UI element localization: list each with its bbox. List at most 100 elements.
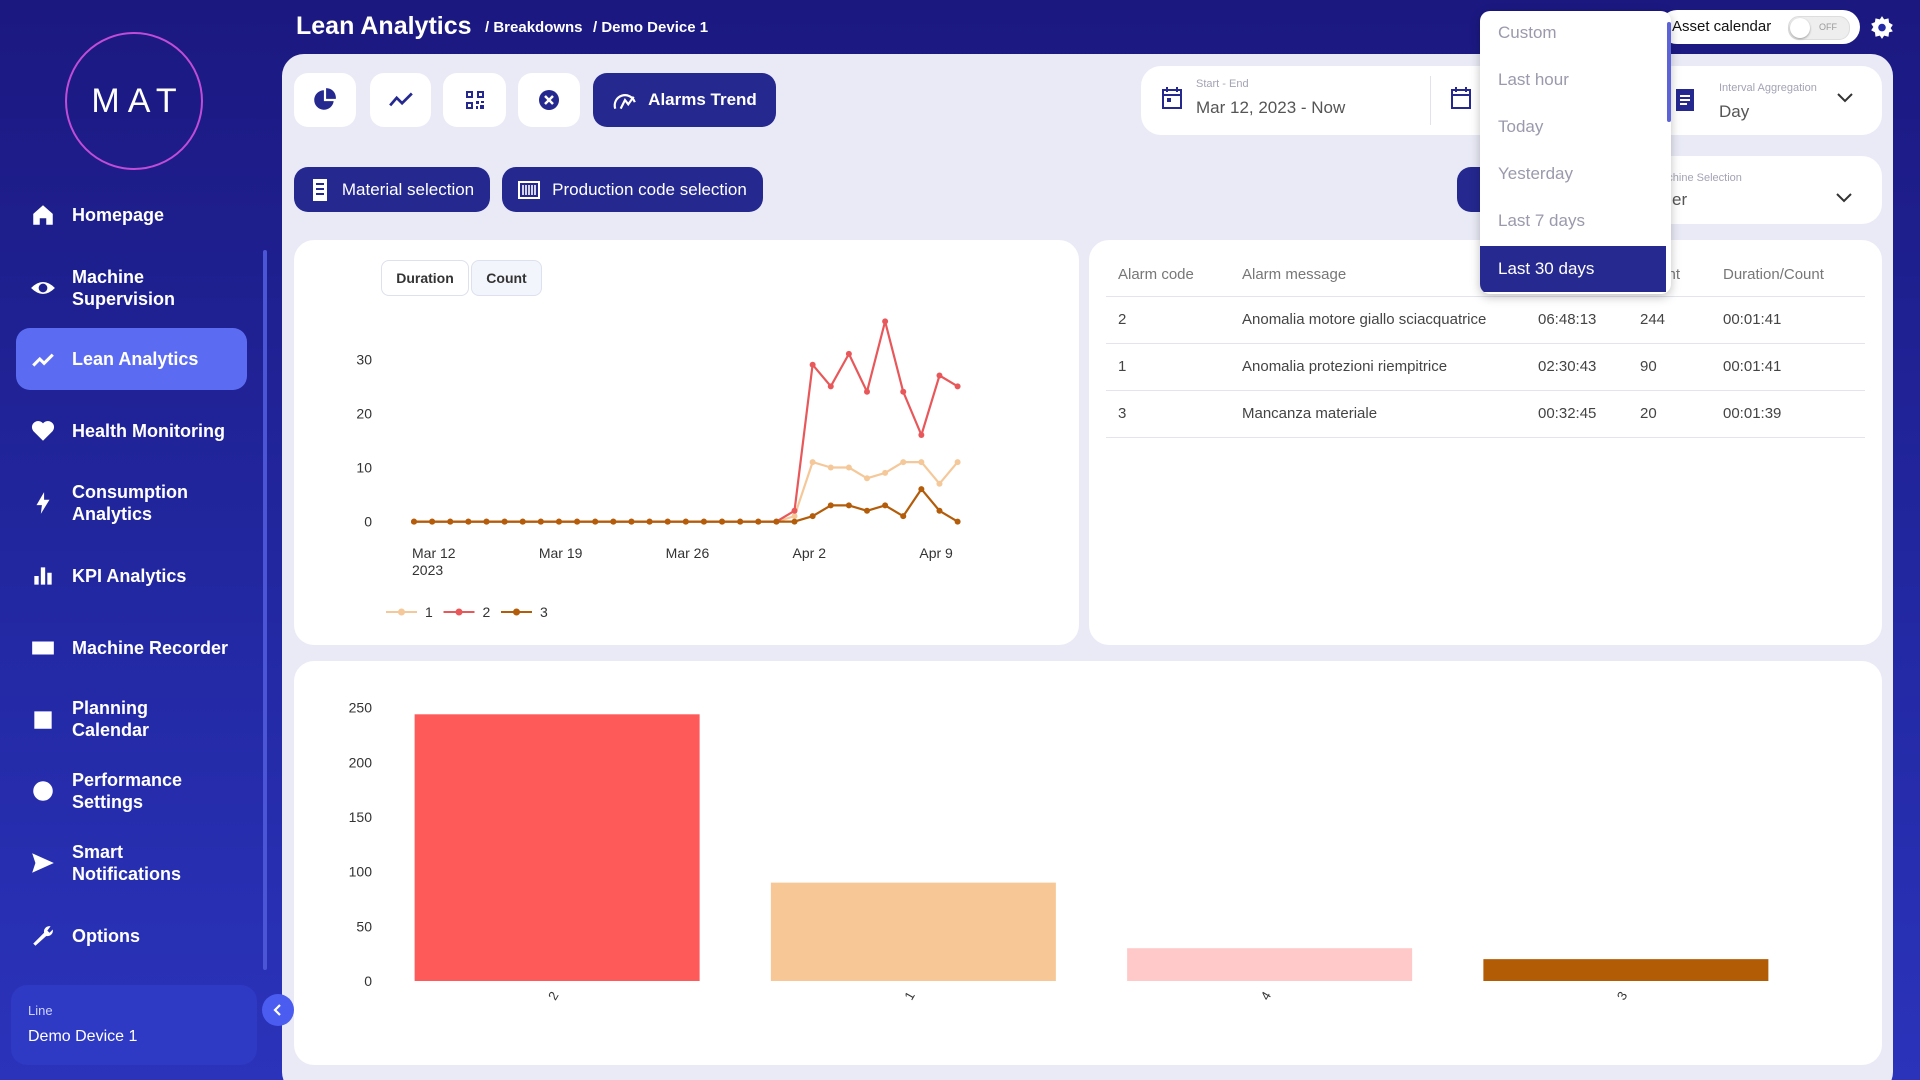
- x-tick-label: Apr 9: [919, 545, 953, 561]
- nav-item[interactable]: Performance Settings: [16, 760, 247, 822]
- dropdown-option[interactable]: Today: [1498, 117, 1544, 136]
- nav-item[interactable]: Health Monitoring: [16, 400, 247, 462]
- line-view-button[interactable]: [370, 73, 431, 127]
- material-selection-button[interactable]: Material selection: [294, 167, 490, 212]
- bar: [1483, 959, 1769, 981]
- machine-label: Machine Selection: [1652, 172, 1742, 184]
- data-point: [845, 502, 852, 509]
- table-cell: 00:01:41: [1723, 358, 1782, 375]
- legend-label: 1: [425, 604, 433, 620]
- data-point: [429, 518, 436, 525]
- legend-label: 3: [540, 604, 548, 620]
- breadcrumb[interactable]: / Demo Device 1: [593, 19, 709, 36]
- data-point: [882, 318, 889, 325]
- y-tick-label: 0: [364, 514, 372, 530]
- nav-icon-shape: [34, 711, 52, 729]
- dropdown-option[interactable]: Last 7 days: [1498, 211, 1585, 230]
- close-view-button[interactable]: [518, 73, 580, 127]
- nav-label: Homepage: [72, 205, 165, 225]
- data-point: [501, 518, 508, 525]
- bar: [770, 882, 1056, 981]
- table-cell: Anomalia protezioni riempitrice: [1242, 358, 1448, 375]
- nav-label: Planning Calendar: [72, 698, 150, 740]
- material-selection-label: Material selection: [341, 179, 475, 199]
- calendar-icon[interactable]: [1450, 86, 1472, 110]
- mode-button[interactable]: Duration: [381, 260, 469, 296]
- dropdown-option[interactable]: Custom: [1498, 23, 1557, 42]
- toggle-text: OFF: [1819, 22, 1837, 32]
- nav-item[interactable]: Planning Calendar: [16, 688, 247, 750]
- dropdown-option[interactable]: Last 30 days: [1480, 246, 1666, 292]
- machine-value[interactable]: er: [1672, 190, 1688, 209]
- data-point: [900, 388, 907, 395]
- dropdown-scrollbar: [1667, 22, 1671, 122]
- table-cell: 06:48:13: [1538, 311, 1597, 328]
- interval-value[interactable]: Day: [1719, 102, 1750, 121]
- data-point: [519, 518, 526, 525]
- line-value: Demo Device 1: [28, 1028, 138, 1045]
- y-tick-label: 0: [364, 973, 372, 989]
- alarms-trend-button[interactable]: Alarms Trend: [593, 73, 776, 127]
- nav-icon: [36, 492, 50, 514]
- dropdown-option[interactable]: Last hour: [1498, 70, 1569, 89]
- nav-icon-shape: [32, 353, 54, 367]
- bar: [1127, 948, 1413, 981]
- nav-item[interactable]: Options: [16, 905, 247, 967]
- x-tick-label: Apr 2: [792, 545, 826, 561]
- mode-button[interactable]: Count: [471, 260, 542, 296]
- data-point: [555, 518, 562, 525]
- nav-icon: [32, 353, 54, 367]
- x-tick-label: 3: [1614, 989, 1631, 1003]
- table-cell: Mancanza materiale: [1242, 405, 1378, 422]
- production-code-button[interactable]: Production code selection: [502, 167, 763, 212]
- dropdown-option[interactable]: Yesterday: [1498, 164, 1573, 183]
- x-tick-label: 4: [1257, 989, 1274, 1003]
- nav-label: KPI Analytics: [72, 566, 187, 586]
- date-label: Start - End: [1196, 78, 1249, 90]
- pie-icon: [314, 88, 336, 110]
- qr-view-button[interactable]: [443, 73, 506, 127]
- breadcrumb[interactable]: / Breakdowns: [485, 19, 583, 36]
- chevron[interactable]: [1836, 92, 1854, 104]
- nav-item[interactable]: KPI Analytics: [16, 545, 247, 607]
- nav-icon: [33, 781, 53, 801]
- table-cell: 244: [1640, 311, 1666, 328]
- table-cell: 00:01:39: [1723, 405, 1782, 422]
- table-cell: 2: [1118, 311, 1127, 328]
- data-point: [900, 513, 907, 520]
- nav-item[interactable]: Smart Notifications: [16, 832, 247, 894]
- nav-item[interactable]: Machine Supervision: [16, 257, 247, 319]
- nav-icon: [34, 567, 52, 585]
- nav-item[interactable]: Machine Recorder: [16, 617, 247, 679]
- data-point: [755, 518, 762, 525]
- x-tick-label: Mar 26: [665, 545, 710, 561]
- data-point: [827, 383, 834, 390]
- y-tick-label: 250: [349, 700, 373, 716]
- calendar-icon[interactable]: [1161, 86, 1183, 110]
- data-point: [737, 518, 744, 525]
- nav-item[interactable]: Homepage: [16, 184, 247, 246]
- collapse-button[interactable]: [262, 994, 294, 1026]
- data-point: [954, 459, 961, 466]
- table-cell: 1: [1118, 358, 1127, 375]
- data-point: [791, 518, 798, 525]
- nav-item[interactable]: Consumption Analytics: [16, 472, 247, 534]
- x-tick-label: 2: [545, 989, 562, 1003]
- data-point: [791, 507, 798, 514]
- nav-item[interactable]: Lean Analytics: [16, 328, 247, 390]
- nav-icon-shape: [34, 567, 52, 585]
- chevron[interactable]: [1835, 192, 1853, 204]
- settings-icon[interactable]: [1869, 14, 1895, 40]
- table-cell: 02:30:43: [1538, 358, 1597, 375]
- pie-view-button[interactable]: [294, 73, 356, 127]
- legend-dot: [455, 608, 463, 616]
- series-line: [414, 461, 959, 523]
- y-tick-label: 200: [349, 754, 373, 770]
- nav-icon-shape: [31, 282, 55, 294]
- data-point: [465, 518, 472, 525]
- date-value[interactable]: Mar 12, 2023 - Now: [1196, 98, 1346, 117]
- y-tick-label: 20: [356, 405, 372, 421]
- data-point: [954, 518, 961, 525]
- toggle[interactable]: OFF: [1788, 16, 1850, 40]
